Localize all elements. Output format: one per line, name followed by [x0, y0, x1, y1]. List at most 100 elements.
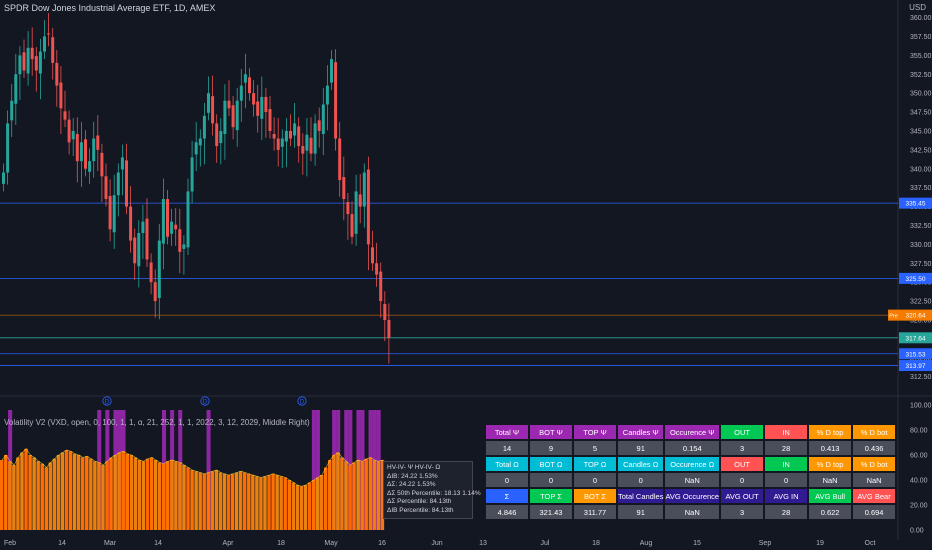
- candle-body: [252, 93, 256, 105]
- candle-body: [272, 133, 276, 139]
- candle-body: [47, 33, 51, 35]
- candle-body: [178, 229, 182, 252]
- candle-body: [243, 74, 247, 83]
- candle-body: [166, 199, 169, 237]
- volatility-bar: [105, 461, 109, 530]
- candle-body: [358, 194, 362, 207]
- stats-cell: 0.413: [809, 441, 852, 455]
- volatility-bar: [32, 457, 36, 530]
- volatility-bar: [101, 465, 105, 530]
- price-tick-label: 332.50: [910, 223, 932, 230]
- stats-cell: 5: [574, 441, 616, 455]
- time-axis-label: Feb: [4, 540, 16, 547]
- price-label: 320.64: [906, 313, 926, 320]
- indicator-title[interactable]: Volatility V2 (VXD, open, 0, 100, 1, 1, …: [4, 418, 310, 427]
- stats-table: Total Ψ BOT Ψ TOP Ψ Candles Ψ Occurence Ψ OUT…: [484, 423, 897, 521]
- time-axis-label: Apr: [223, 540, 235, 547]
- candle-body: [202, 115, 206, 139]
- volatility-bar: [376, 461, 381, 530]
- stats-cell: 9: [530, 441, 572, 455]
- volatility-bar: [72, 453, 77, 530]
- candle-body: [280, 138, 284, 147]
- candle-body: [325, 85, 329, 105]
- volatility-bar: [28, 455, 32, 530]
- volatility-bar: [198, 472, 202, 530]
- stats-cell: 28: [765, 505, 808, 519]
- volatility-bar: [178, 462, 182, 530]
- stats-cell: 14: [486, 441, 528, 455]
- volatility-bar: [121, 451, 125, 530]
- stats-cell: % D top: [809, 425, 852, 439]
- dividend-marker-icon: [297, 396, 307, 406]
- info-line: ΔIB: 24.22 1.53%: [387, 472, 438, 480]
- candle-body: [317, 120, 321, 131]
- volatility-bar: [295, 485, 300, 530]
- info-line: ΔIB Percentile: 84.13th: [387, 506, 454, 514]
- highlight-column: [315, 410, 320, 530]
- candle-body: [79, 142, 83, 162]
- candle-body: [92, 138, 96, 162]
- price-label: 335.45: [906, 201, 926, 208]
- stats-cell: Occurence Ψ: [665, 425, 720, 439]
- time-axis-label: Jun: [431, 540, 442, 547]
- stats-cell: Candles Ψ: [618, 425, 664, 439]
- indicator-tick-label: 100.00: [910, 403, 932, 410]
- price-tick-label: 350.00: [910, 91, 932, 98]
- volatility-bar: [149, 457, 154, 530]
- stats-cell: NaN: [809, 473, 852, 487]
- candle-body: [100, 152, 104, 177]
- stats-cell: AVG Bear: [853, 489, 896, 503]
- volatility-bar: [117, 452, 121, 530]
- stats-row: 0 0 0 0 NaN 0 0 NaN NaN: [486, 473, 896, 487]
- volatility-bar: [259, 477, 263, 530]
- candle-body: [227, 100, 231, 109]
- price-tick-label: 357.50: [910, 34, 932, 41]
- volatility-bar: [81, 457, 85, 530]
- candle-body: [346, 202, 350, 215]
- time-axis-label: 18: [592, 540, 600, 547]
- price-label-bg: [899, 197, 932, 209]
- candle-body: [301, 146, 305, 154]
- indicator-info-box: HV-IV- Ψ HV-IV- Ω ΔIB: 24.22 1.53% ΔΣ: 2…: [383, 461, 481, 519]
- candle-body: [235, 100, 239, 131]
- dividend-marker-icon: [102, 396, 112, 406]
- stats-row: Total Ψ BOT Ψ TOP Ψ Candles Ψ Occurence Ψ OUT…: [486, 425, 896, 439]
- candle-body: [96, 135, 100, 150]
- stats-cell: TOP Ω: [574, 457, 616, 471]
- volatility-bar: [97, 462, 101, 530]
- candle-body: [342, 177, 346, 199]
- volatility-bar: [291, 482, 296, 530]
- stats-cell: 91: [618, 505, 664, 519]
- time-axis-label: Mar: [104, 540, 117, 547]
- stats-cell: % D bot: [853, 457, 896, 471]
- dividend-marker-label: D: [300, 400, 305, 406]
- stats-cell: AVG Bull: [809, 489, 852, 503]
- stats-cell: NaN: [853, 473, 896, 487]
- candle-body: [22, 52, 26, 71]
- stats-cell: 91: [618, 441, 664, 455]
- volatility-bar: [109, 457, 113, 530]
- candle-body: [43, 36, 46, 52]
- price-label: 325.50: [906, 276, 926, 283]
- candle-body: [10, 100, 14, 121]
- candle-body: [108, 195, 112, 230]
- volatility-bar: [234, 472, 239, 530]
- volatility-bar: [36, 461, 40, 530]
- stats-cell: IN: [765, 457, 808, 471]
- candle-body: [207, 93, 210, 113]
- stats-cell: BOT Σ: [574, 489, 616, 503]
- stats-row: Σ TOP Σ BOT Σ Total Candles AVG Occurence AVG…: [486, 489, 896, 503]
- candle-body: [18, 55, 22, 75]
- volatility-bar: [364, 458, 368, 530]
- candle-body: [371, 247, 374, 264]
- volatility-bar: [4, 455, 8, 530]
- candle-body: [30, 47, 34, 60]
- volatility-bar: [56, 455, 61, 530]
- volatility-bar: [12, 465, 16, 530]
- candle-body: [174, 224, 178, 230]
- volatility-bar: [311, 480, 316, 530]
- candle-body: [104, 176, 108, 199]
- volatility-bar: [125, 453, 129, 530]
- candle-body: [2, 172, 5, 184]
